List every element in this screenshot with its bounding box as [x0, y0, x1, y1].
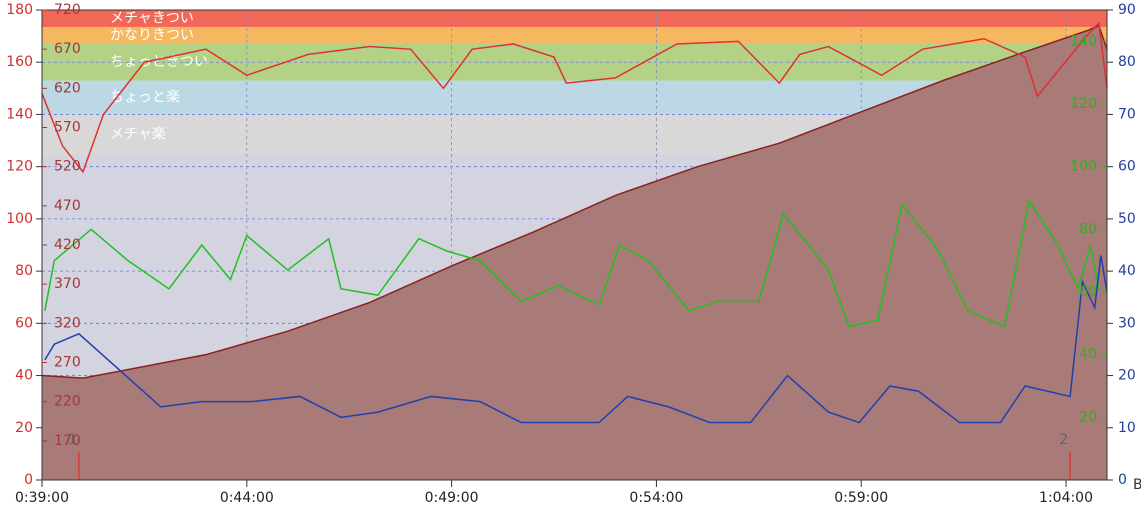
zone-band: [42, 26, 1107, 44]
y-tick-label: 160: [6, 54, 33, 70]
y2-tick-label: 40: [1118, 263, 1136, 279]
y2-unit: B: [1133, 477, 1141, 493]
zone-label: かなりきつい: [110, 27, 194, 43]
y2-tick-label: 0: [1118, 472, 1127, 488]
x-tick-label: 1:04:00: [1039, 490, 1093, 506]
y4-tick-label: 470: [54, 198, 81, 214]
y2-tick-label: 90: [1118, 2, 1136, 18]
y3-tick-label: 140: [1070, 33, 1097, 49]
y2-tick-label: 10: [1118, 420, 1136, 436]
y2-tick-label: 80: [1118, 54, 1136, 70]
y3-tick-label: 100: [1070, 159, 1097, 175]
lap-label: 1: [68, 432, 77, 448]
lap-label: 2: [1059, 432, 1068, 448]
series-line: [44, 199, 1100, 328]
zone-label: メチャ楽: [110, 127, 166, 143]
y4-tick-label: 370: [54, 276, 81, 292]
x-tick-label: 0:39:00: [15, 490, 69, 506]
y4-tick-label: 520: [54, 159, 81, 175]
y3-tick-label: 20: [1079, 409, 1097, 425]
y4-tick-label: 420: [54, 237, 81, 253]
y-tick-label: 80: [15, 263, 33, 279]
series-line: [44, 255, 1108, 424]
y4-tick-label: 170: [54, 433, 81, 449]
y2-tick-label: 60: [1118, 159, 1136, 175]
x-tick-label: 0:49:00: [425, 490, 479, 506]
y3-tick-label: 80: [1079, 221, 1097, 237]
y3-tick-label: 60: [1079, 284, 1097, 300]
y-tick-label: 20: [15, 420, 33, 436]
y-tick-label: 100: [6, 211, 33, 227]
zone-band: [42, 43, 1107, 81]
y4-tick-label: 620: [54, 80, 81, 96]
y4-tick-label: 720: [54, 2, 81, 18]
zone-label: ちょっと楽: [110, 89, 180, 105]
y-tick-label: 120: [6, 159, 33, 175]
x-tick-label: 0:44:00: [220, 490, 274, 506]
y-tick-label: 60: [15, 315, 33, 331]
series-line: [41, 24, 1108, 379]
y-tick-label: 180: [6, 2, 33, 18]
zone-band: [42, 10, 1107, 27]
y4-tick-label: 220: [54, 394, 81, 410]
y-tick-label: 0: [24, 472, 33, 488]
series-area: [42, 25, 1107, 481]
y4-tick-label: 270: [54, 355, 81, 371]
series-line: [41, 21, 1108, 174]
y2-tick-label: 70: [1118, 106, 1136, 122]
y4-tick-label: 320: [54, 315, 81, 331]
y3-tick-label: 120: [1070, 96, 1097, 112]
y-tick-label: 40: [15, 368, 33, 384]
x-tick-label: 0:59:00: [834, 490, 888, 506]
y2-tick-label: 50: [1118, 211, 1136, 227]
y4-tick-label: 670: [54, 41, 81, 57]
y-tick-label: 140: [6, 106, 33, 122]
y4-tick-label: 570: [54, 120, 81, 136]
y3-tick-label: 40: [1079, 347, 1097, 363]
y2-tick-label: 20: [1118, 368, 1136, 384]
x-tick-label: 0:54:00: [629, 490, 683, 506]
y2-tick-label: 30: [1118, 315, 1136, 331]
zone-label: メチャきつい: [110, 10, 194, 26]
